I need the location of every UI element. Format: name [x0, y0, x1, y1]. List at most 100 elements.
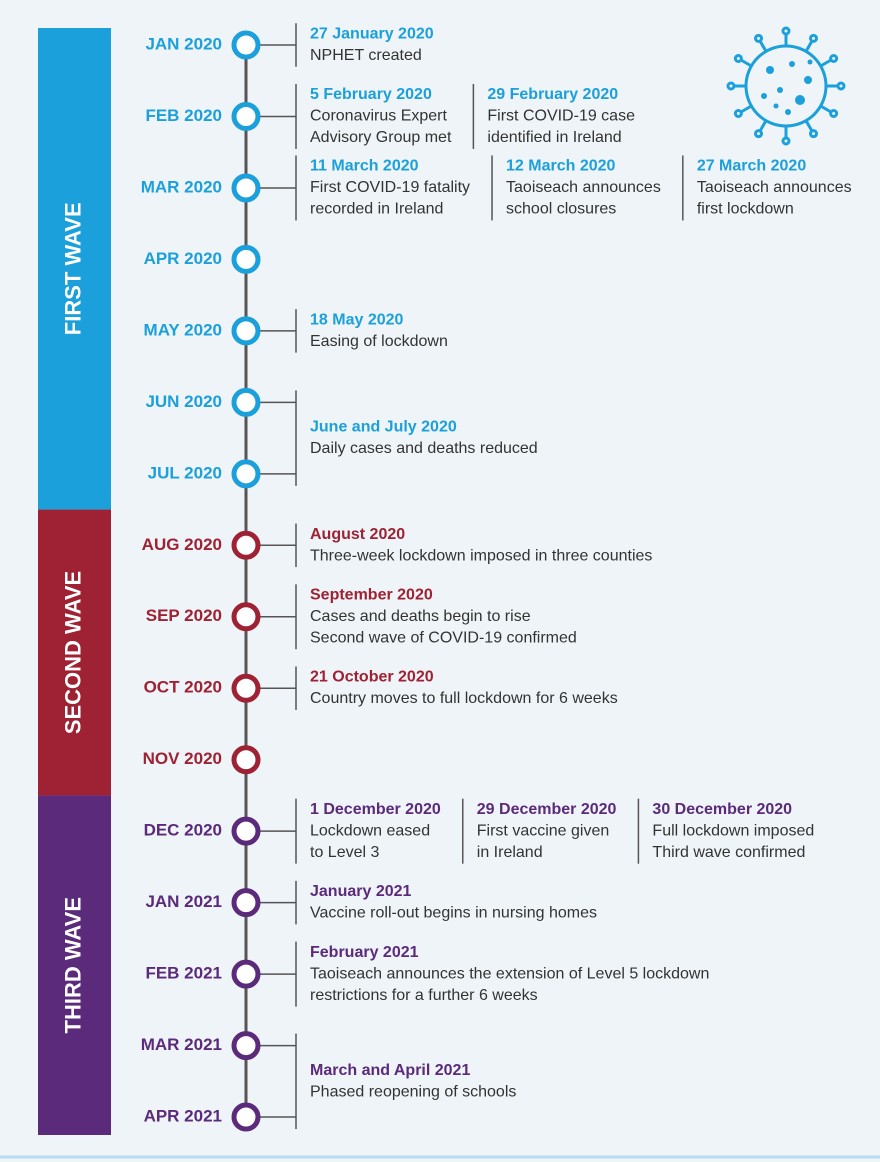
event: January 2021 Vaccine roll-out begins in n…	[260, 880, 597, 925]
event: 21 October 2020 Country moves to full loc…	[260, 666, 618, 710]
month-label: FEB 2021	[145, 964, 222, 983]
month-label: MAY 2020	[144, 320, 222, 339]
month-marker	[231, 244, 261, 274]
virus-spike-tip	[754, 129, 763, 139]
event-text: Country moves to full lockdown for 6 wee…	[310, 690, 618, 707]
event-text: Vaccine roll-out begins in nursing homes	[310, 905, 597, 922]
virus-spike	[804, 40, 814, 53]
virus-spike	[819, 104, 832, 114]
event-title: 27 January 2020	[310, 25, 434, 42]
month-marker	[231, 530, 261, 560]
month-label: JUN 2020	[145, 392, 222, 411]
event-text: restrictions for a further 6 weeks	[310, 987, 538, 1004]
event-text: Taoiseach announces the extension of Lev…	[310, 965, 709, 982]
event-text: Taoiseach announces	[506, 179, 661, 196]
event: June and July 2020 Daily cases and deaths…	[260, 390, 538, 486]
event: February 2021 Taoiseach announces the ext…	[260, 941, 709, 1007]
month-marker	[231, 959, 261, 989]
virus-spike	[819, 58, 832, 68]
month-marker	[231, 602, 261, 632]
event-title: February 2021	[310, 944, 419, 961]
event-text: to Level 3	[310, 844, 379, 861]
virus-spike	[740, 58, 753, 68]
month-label: DEC 2020	[144, 821, 222, 840]
event-text: Cases and deaths begin to rise	[310, 608, 531, 625]
event-title: September 2020	[310, 586, 433, 603]
wave-label: SECOND WAVE	[60, 571, 85, 734]
event: 11 March 2020 First COVID-19 fatality reco…	[260, 155, 470, 221]
month-marker	[231, 101, 261, 131]
virus-spike-tip	[781, 26, 791, 36]
event: 18 May 2020 Easing of lockdown	[260, 309, 448, 353]
event: March and April 2021 Phased reopening of …	[260, 1033, 516, 1130]
event-text: Full lockdown imposed	[652, 822, 814, 839]
event-text: in Ireland	[477, 844, 543, 861]
event-text: Second wave of COVID-19 confirmed	[310, 629, 577, 646]
month-label: OCT 2020	[144, 678, 222, 697]
virus-spike-tip	[809, 33, 818, 43]
virus-spike	[758, 40, 768, 53]
virus-spike-tip	[829, 54, 839, 63]
event: 29 December 2020 First vaccine given in Ir…	[462, 798, 617, 864]
month-marker	[231, 30, 261, 60]
event-text: First COVID-19 case	[487, 108, 635, 125]
wave-bar	[38, 795, 111, 1135]
event: 29 February 2020 First COVID-19 case ident…	[472, 83, 635, 149]
event: 5 February 2020 Coronavirus Expert Advisor…	[260, 83, 452, 149]
event-title: 12 March 2020	[506, 158, 616, 175]
wave-bar	[38, 28, 111, 510]
month-marker	[231, 816, 261, 846]
event-title: 5 February 2020	[310, 86, 432, 103]
event-title: 21 October 2020	[310, 669, 434, 686]
virus-spike-tip	[829, 109, 839, 118]
event-text: Advisory Group met	[310, 129, 452, 146]
month-marker	[231, 387, 261, 417]
virus-spike-tip	[754, 33, 763, 43]
month-label: APR 2021	[144, 1107, 222, 1126]
virus-spike-tip	[733, 54, 743, 63]
event: 27 January 2020 NPHET created	[260, 23, 434, 67]
month-marker	[231, 316, 261, 346]
event: 27 March 2020 Taoiseach announces first lo…	[682, 155, 852, 221]
event: September 2020 Cases and deaths begin to …	[260, 584, 577, 650]
event-text: Coronavirus Expert	[310, 108, 448, 125]
event-text: Three-week lockdown imposed in three cou…	[310, 547, 652, 564]
month-label: AUG 2020	[142, 535, 222, 554]
event-text: First vaccine given	[477, 822, 610, 839]
virus-spike-tip	[809, 129, 818, 139]
event: 12 March 2020 Taoiseach announces school c…	[491, 155, 661, 221]
event-title: 1 December 2020	[310, 801, 441, 818]
wave-bar	[38, 509, 111, 796]
event-text: recorded in Ireland	[310, 201, 443, 218]
month-marker	[231, 1102, 261, 1132]
event-text: Third wave confirmed	[652, 844, 805, 861]
month-marker	[231, 888, 261, 918]
month-marker	[231, 745, 261, 775]
month-label: SEP 2020	[146, 606, 222, 625]
event: 1 December 2020 Lockdown eased to Level 3	[260, 798, 441, 864]
event-title: January 2021	[310, 883, 412, 900]
month-marker	[231, 673, 261, 703]
month-marker	[231, 459, 261, 489]
event-title: June and July 2020	[310, 419, 457, 436]
virus-icon	[726, 26, 846, 146]
virus-spike-tip	[781, 136, 791, 146]
month-label: MAR 2021	[141, 1035, 222, 1054]
event: August 2020 Three-week lockdown imposed i…	[260, 523, 652, 568]
month-label: JUL 2020	[148, 463, 222, 482]
event-title: 27 March 2020	[697, 158, 807, 175]
month-marker	[231, 1031, 261, 1061]
event-text: Taoiseach announces	[697, 179, 852, 196]
event-text: NPHET created	[310, 47, 422, 64]
month-label: NOV 2020	[143, 749, 222, 768]
event-title: 11 March 2020	[310, 158, 419, 175]
event-title: 30 December 2020	[652, 801, 792, 818]
event-title: August 2020	[310, 526, 405, 543]
event-title: March and April 2021	[310, 1062, 470, 1079]
event-text: Lockdown eased	[310, 822, 430, 839]
event-text: first lockdown	[697, 201, 794, 218]
month-label: JAN 2021	[145, 892, 222, 911]
virus-spike-tip	[836, 81, 846, 91]
